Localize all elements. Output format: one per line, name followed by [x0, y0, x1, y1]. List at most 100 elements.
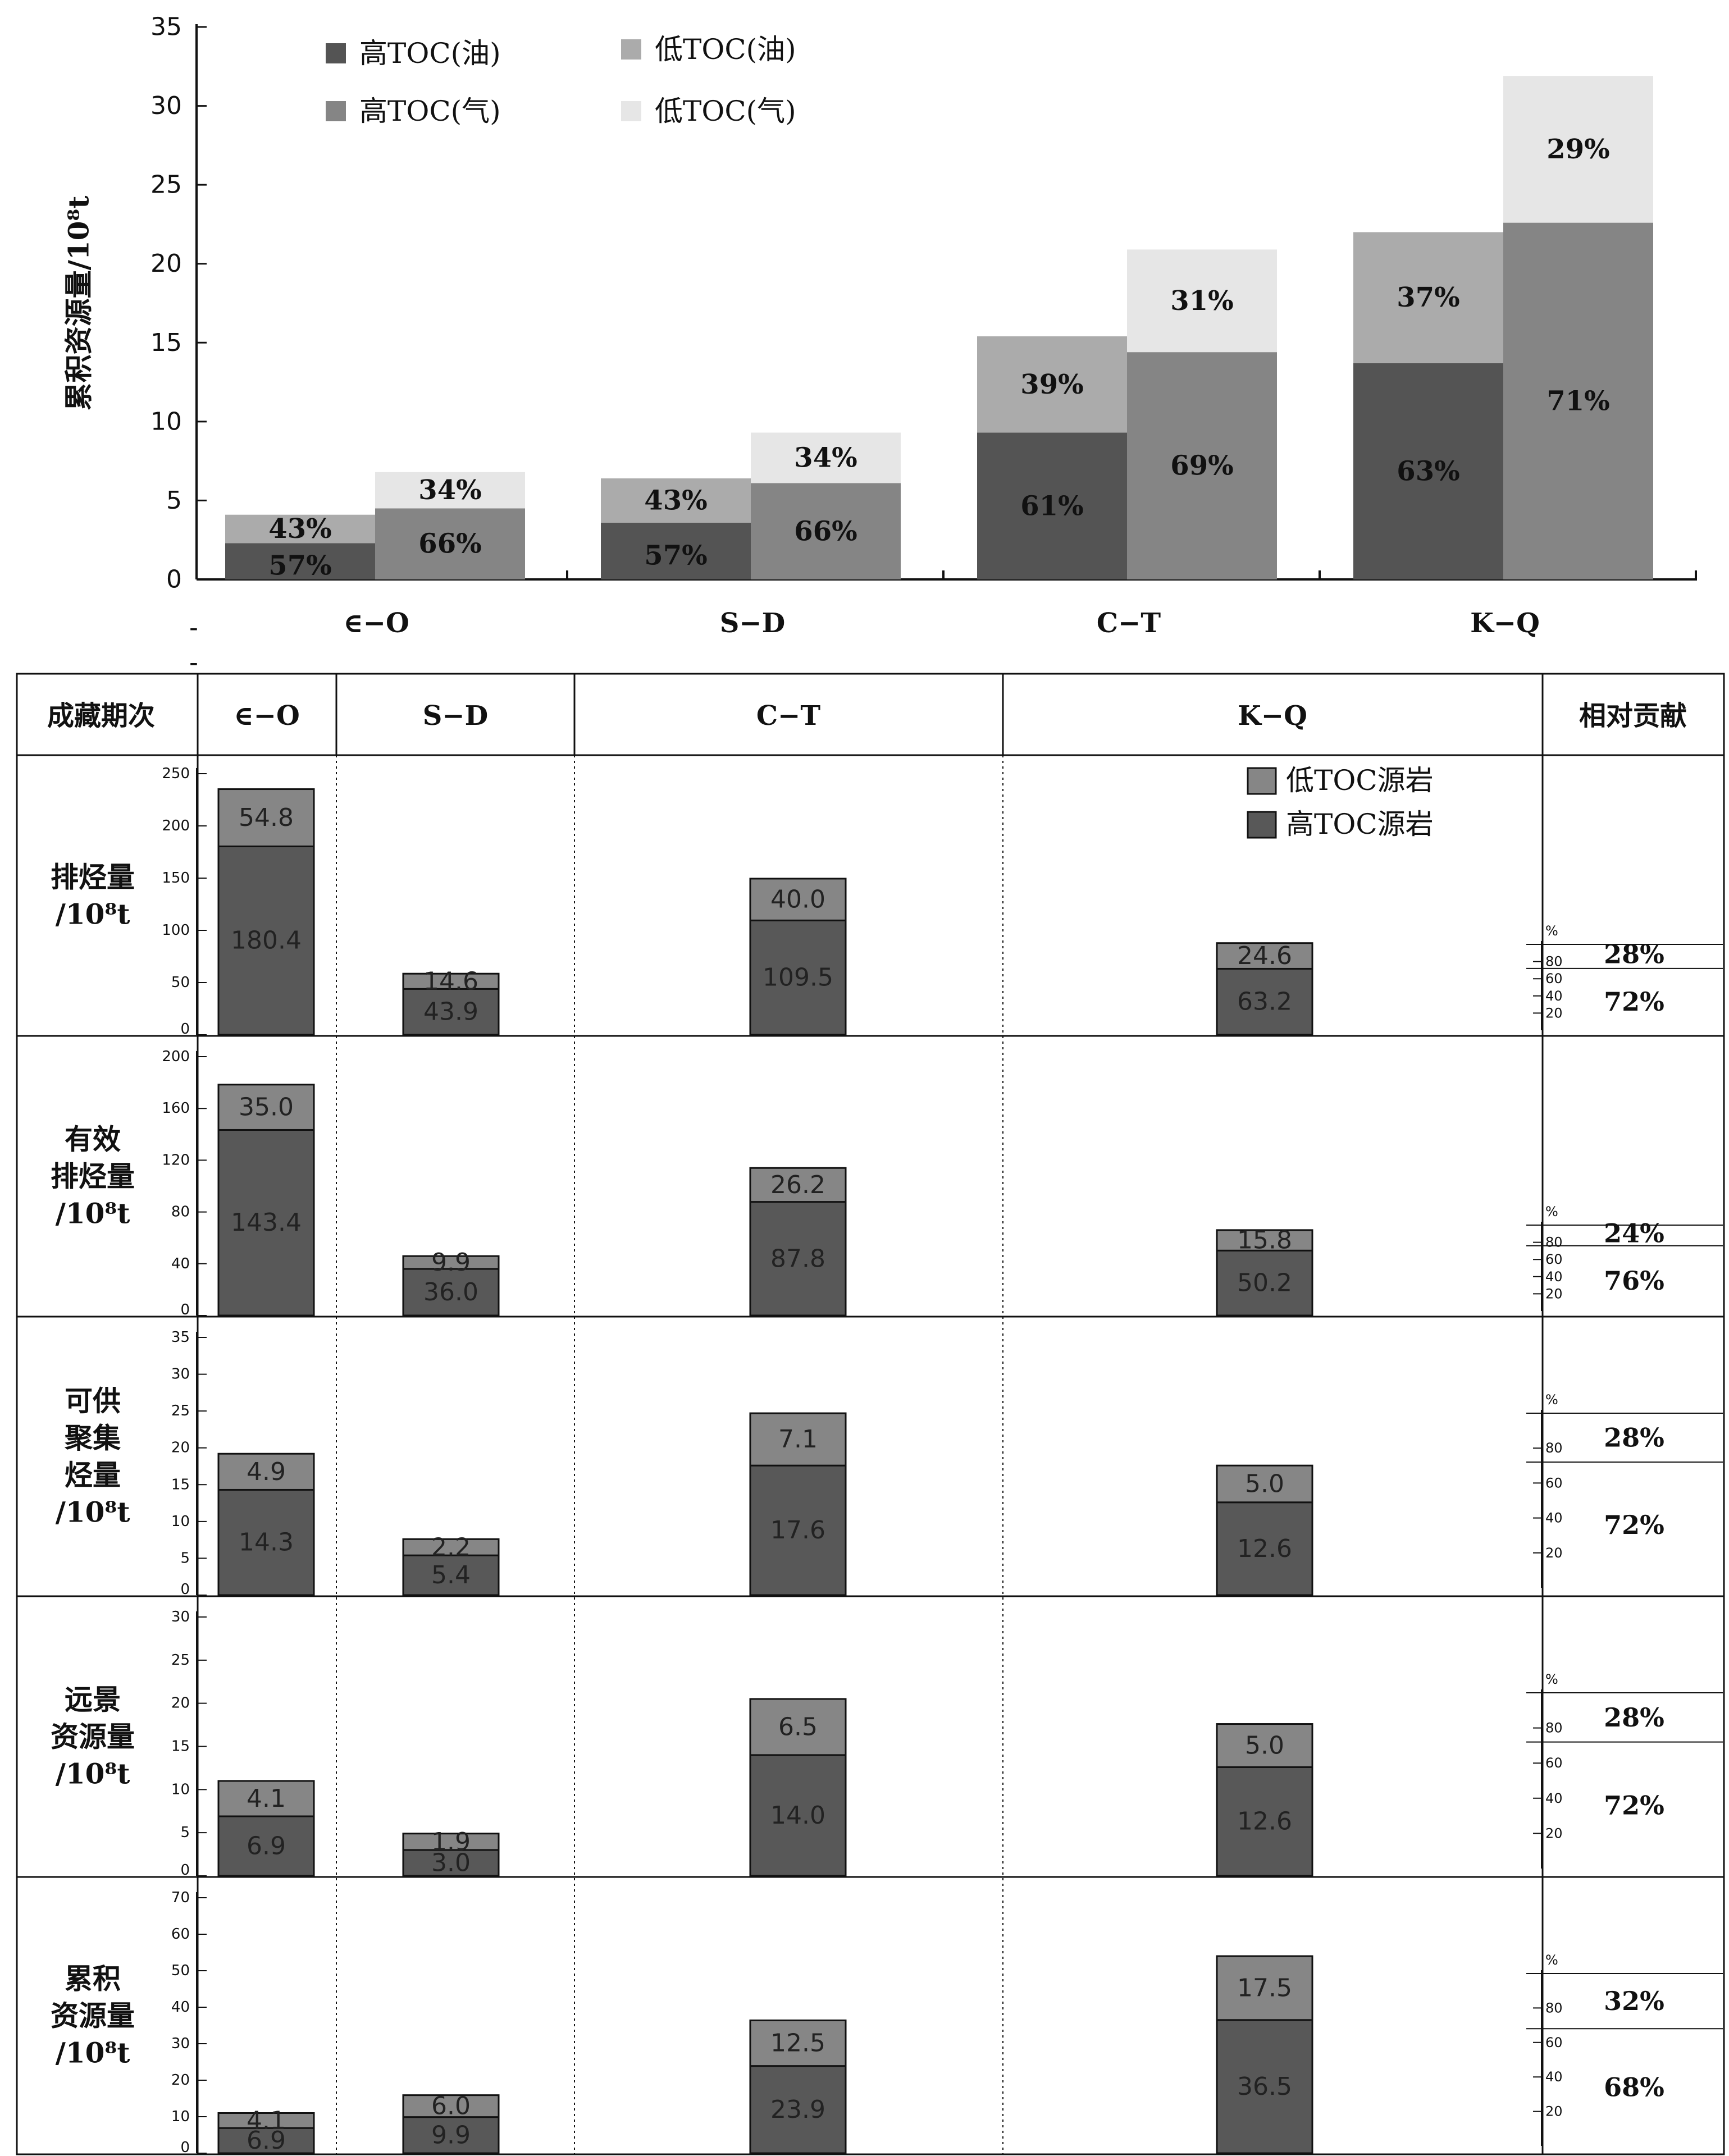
stacked-bar-low-toc: [749, 1698, 847, 1756]
row-y-tick-label: 40: [171, 1255, 190, 1272]
bar-value-low: 9.9: [431, 1248, 471, 1277]
contrib-tick-label: 20: [1545, 1545, 1563, 1561]
row-y-tick-label: 50: [171, 1962, 190, 1979]
contrib-tick-label: 40: [1545, 1790, 1563, 1806]
y-tick-label: 30: [150, 92, 182, 120]
contrib-tick-label: 80: [1545, 2000, 1563, 2016]
axis-dash: -: [189, 614, 198, 642]
bar-value-low: 7.1: [778, 1425, 818, 1454]
row-label: /10⁸t: [56, 1197, 130, 1230]
contrib-tick-label: 40: [1545, 1269, 1563, 1285]
bar-high-toc-oil: [225, 543, 375, 579]
header-stage: 成藏期次: [47, 700, 155, 732]
row-label: 烃量: [65, 1459, 121, 1492]
legend-entry: 高TOC(气): [359, 95, 501, 127]
stacked-bar-low-toc: [402, 972, 500, 990]
legend-swatch: [621, 101, 641, 121]
bar-value-high: 43.9: [423, 998, 478, 1026]
bar-value-high: 5.4: [431, 1561, 471, 1589]
pct-label-high-oil: 61%: [1020, 490, 1083, 522]
y-tick-label: 35: [150, 13, 182, 42]
bar-value-low: 2.2: [431, 1533, 471, 1561]
bar-value-low: 54.8: [239, 803, 294, 832]
stacked-bar-low-toc: [402, 1833, 500, 1851]
row-y-tick-label: 30: [171, 1366, 190, 1383]
bar-value-high: 87.8: [770, 1244, 825, 1273]
row-y-tick-label: 35: [171, 1329, 190, 1346]
bar-value-high: 63.2: [1237, 988, 1292, 1016]
stacked-bar-high-toc: [749, 2065, 847, 2154]
row-y-tick-label: 5: [180, 1550, 190, 1566]
axis-dash: -: [189, 648, 198, 677]
x-category-label: C−T: [1097, 607, 1161, 639]
contrib-tick-label: 40: [1545, 1510, 1563, 1526]
bar-value-low: 5.0: [1245, 1469, 1284, 1498]
bar-value-high: 14.3: [239, 1528, 294, 1557]
y-axis-label: 累积资源量/10⁸t: [62, 196, 95, 411]
bar-low-toc-gas: [1127, 249, 1277, 353]
bar-high-toc-gas: [1503, 222, 1653, 579]
bar-high-toc-gas: [1127, 352, 1277, 579]
stacked-bar-high-toc: [217, 1815, 315, 1877]
stacked-bar-low-toc: [217, 1780, 315, 1817]
row-y-tick-label: 20: [171, 2072, 190, 2089]
bar-value-low: 6.0: [431, 2092, 471, 2121]
bar-low-toc-gas: [375, 472, 525, 509]
contrib-tick-label: 60: [1545, 971, 1563, 986]
bar-low-toc-gas: [751, 432, 901, 483]
header-period: S−D: [423, 700, 489, 732]
pct-label-low-oil: 43%: [268, 513, 331, 545]
stacked-bar-high-toc: [1216, 1766, 1313, 1877]
y-tick-label: 25: [150, 171, 182, 199]
bar-value-high: 12.6: [1237, 1807, 1292, 1836]
row-y-tick-label: 15: [171, 1738, 190, 1755]
y-tick-label: 10: [150, 407, 182, 436]
row-y-tick-label: 100: [162, 922, 190, 939]
stacked-bar-low-toc: [217, 788, 315, 847]
contrib-tick-label: 80: [1545, 954, 1563, 970]
bar-value-low: 5.0: [1245, 1731, 1284, 1760]
bar-low-toc-oil: [977, 336, 1127, 433]
row-label: 可供: [65, 1385, 121, 1418]
contrib-unit: %: [1545, 1952, 1558, 1968]
header-period: C−T: [756, 700, 820, 732]
row-label: /10⁸t: [56, 2036, 130, 2070]
x-category-label: ∈−O: [343, 607, 409, 639]
row-y-tick-label: 0: [180, 1301, 190, 1318]
contrib-unit: %: [1545, 1671, 1558, 1687]
bar-value-low: 35.0: [239, 1093, 294, 1122]
table-frame: [16, 673, 1725, 2155]
legend-entry: 低TOC(油): [655, 33, 796, 66]
contrib-high-pct: 76%: [1604, 1266, 1664, 1296]
row-label: 远景: [65, 1683, 121, 1716]
pct-label-low-gas: 31%: [1170, 285, 1233, 317]
row-y-tick-label: 15: [171, 1476, 190, 1493]
contrib-tick-label: 80: [1545, 1235, 1563, 1250]
pct-label-low-gas: 34%: [794, 442, 857, 474]
stacked-bar-low-toc: [1216, 1723, 1313, 1768]
contrib-unit: %: [1545, 1204, 1558, 1219]
contrib-low-pct: 28%: [1604, 1423, 1664, 1453]
row-y-tick-label: 0: [180, 1862, 190, 1879]
stacked-bar-low-toc: [217, 2112, 315, 2129]
row-y-tick-label: 25: [171, 1652, 190, 1669]
x-category-label: S−D: [720, 607, 786, 639]
stacked-bar-low-toc: [749, 878, 847, 921]
row-y-tick-label: 30: [171, 2035, 190, 2052]
row-label: 资源量: [51, 1720, 135, 1753]
contrib-low-pct: 32%: [1604, 1986, 1664, 2016]
bar-value-low: 15.8: [1237, 1226, 1292, 1255]
pct-label-high-oil: 63%: [1397, 455, 1459, 487]
table-legend-high: 高TOC源岩: [1286, 808, 1434, 841]
bar-value-low: 4.9: [247, 1458, 286, 1486]
row-y-tick-label: 25: [171, 1403, 190, 1419]
stacked-bar-low-toc: [749, 1412, 847, 1467]
bar-value-high: 109.5: [763, 963, 833, 992]
legend-swatch: [326, 43, 346, 63]
stacked-bar-low-toc: [1216, 942, 1313, 970]
bar-value-high: 50.2: [1237, 1269, 1292, 1298]
contrib-tick-label: 60: [1545, 2035, 1563, 2050]
y-tick-label: 0: [166, 565, 182, 594]
contrib-tick-label: 40: [1545, 988, 1563, 1004]
